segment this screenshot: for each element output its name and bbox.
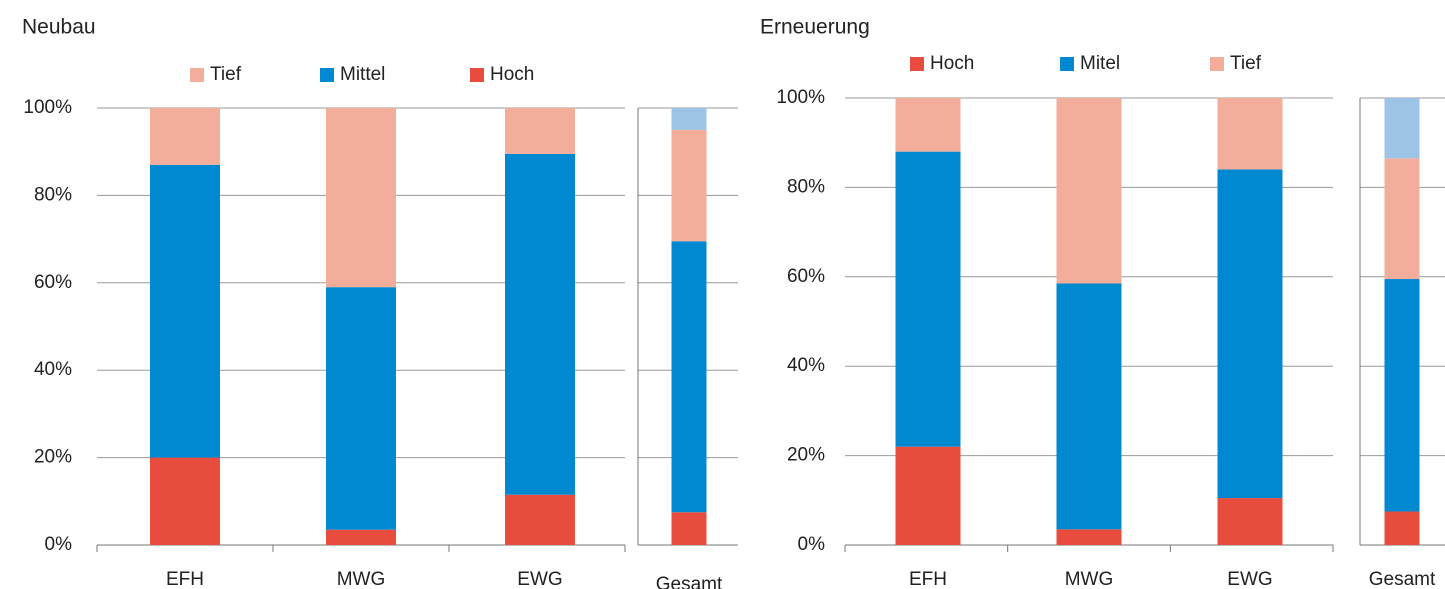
- bar-segment: [895, 446, 961, 545]
- legend-swatch: [320, 68, 334, 82]
- bar-segment: [326, 287, 396, 530]
- legend-swatch: [910, 57, 924, 71]
- legend-label: Hoch: [930, 53, 974, 74]
- bar-segment: [671, 129, 707, 242]
- bar-segment: [150, 457, 220, 545]
- bar-segment: [1056, 283, 1122, 530]
- bar-segment: [1056, 98, 1122, 284]
- chart-title: Neubau: [22, 16, 96, 39]
- x-tick-label: EFH: [909, 569, 947, 589]
- y-tick-label: 100%: [23, 97, 72, 118]
- bar-segment: [671, 241, 707, 513]
- legend-swatch: [190, 68, 204, 82]
- x-tick-label: MWG: [1065, 569, 1114, 589]
- y-tick-label: 20%: [787, 445, 825, 466]
- bar-segment: [150, 108, 220, 165]
- x-tick-label: EWG: [517, 569, 562, 589]
- y-tick-label: 40%: [34, 359, 72, 380]
- bar-segment: [505, 494, 575, 545]
- legend-label: Mittel: [340, 64, 385, 85]
- bar-segment: [326, 529, 396, 545]
- bar-segment: [1217, 498, 1283, 545]
- legend-label: Tief: [1230, 53, 1262, 74]
- legend-swatch: [1210, 57, 1224, 71]
- legend-label: Hoch: [490, 64, 534, 85]
- bar-segment: [505, 153, 575, 495]
- y-tick-label: 60%: [787, 266, 825, 287]
- bar-segment: [1384, 511, 1420, 545]
- bar-segment: [895, 151, 961, 447]
- bar-segment: [326, 108, 396, 288]
- bar-segment: [671, 512, 707, 545]
- y-tick-label: 40%: [787, 355, 825, 376]
- x-tick-label: EWG: [1227, 569, 1272, 589]
- bar-segment: [1056, 529, 1122, 545]
- x-tick-label: MWG: [337, 569, 386, 589]
- bar-segment: [1384, 279, 1420, 512]
- x-tick-label: EFH: [166, 569, 204, 589]
- bar-segment: [1217, 98, 1283, 170]
- legend-label: Tief: [210, 64, 242, 85]
- legend-swatch: [1060, 57, 1074, 71]
- bar-segment: [895, 98, 961, 152]
- y-tick-label: 0%: [798, 534, 826, 555]
- legend-swatch: [470, 68, 484, 82]
- bar-segment: [1384, 98, 1420, 159]
- legend-label: Mitel: [1080, 53, 1120, 74]
- y-tick-label: 80%: [34, 184, 72, 205]
- bar-segment: [505, 108, 575, 154]
- y-tick-label: 20%: [34, 447, 72, 468]
- y-tick-label: 100%: [776, 87, 825, 108]
- x-tick-label: Gesamt: [1369, 569, 1436, 589]
- y-tick-label: 60%: [34, 272, 72, 293]
- chart-title: Erneuerung: [760, 16, 870, 39]
- bar-segment: [1384, 158, 1420, 280]
- y-tick-label: 80%: [787, 176, 825, 197]
- y-tick-label: 0%: [45, 534, 73, 555]
- bar-segment: [150, 164, 220, 458]
- bar-segment: [1217, 169, 1283, 499]
- bar-segment: [671, 108, 707, 130]
- x-tick-label: Gesamt: [656, 574, 723, 589]
